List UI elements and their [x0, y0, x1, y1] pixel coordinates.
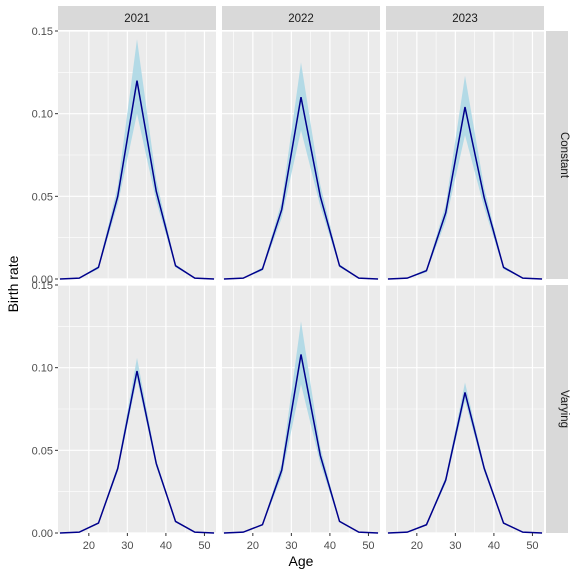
birth-rate-line — [387, 106, 543, 280]
x-tick-label: 30 — [449, 540, 461, 552]
x-axis-title: Age — [289, 553, 314, 569]
x-tick-label: 50 — [198, 540, 210, 552]
birth-rate-line — [59, 370, 215, 534]
x-tick-label: 30 — [121, 540, 133, 552]
row-strip-label: Constant — [558, 132, 570, 179]
row-strip — [546, 31, 568, 279]
x-tick-label: 30 — [285, 540, 297, 552]
column-strip-label: 2021 — [124, 13, 150, 25]
y-tick-label: 0.05 — [32, 191, 53, 203]
y-tick-label: 0.05 — [32, 445, 53, 457]
birth-rate-line — [223, 354, 379, 534]
column-strip — [222, 6, 380, 30]
x-tick-label: 40 — [160, 540, 172, 552]
y-tick-label: 0.00 — [32, 274, 53, 286]
column-strip-label: 2022 — [288, 13, 314, 25]
birth-rate-line — [387, 392, 543, 534]
y-tick-label: 0.10 — [32, 109, 53, 121]
x-tick-label: 20 — [411, 540, 423, 552]
column-strip — [386, 6, 544, 30]
y-tick-label: 0.00 — [32, 528, 53, 540]
x-tick-label: 40 — [324, 540, 336, 552]
column-strip — [58, 6, 216, 30]
row-strip-label: Varying — [558, 390, 570, 428]
y-tick-label: 0.15 — [32, 26, 53, 38]
x-tick-label: 50 — [526, 540, 538, 552]
y-axis-title: Birth rate — [5, 255, 21, 312]
uncertainty-band — [223, 62, 379, 279]
y-tick-label: 0.15 — [32, 280, 53, 292]
uncertainty-band — [223, 321, 379, 533]
x-tick-label: 20 — [247, 540, 259, 552]
x-tick-label: 50 — [362, 540, 374, 552]
x-tick-label: 20 — [83, 540, 95, 552]
y-tick-label: 0.10 — [32, 363, 53, 375]
row-strip — [546, 285, 568, 533]
birth-rate-line — [223, 96, 379, 280]
column-strip-label: 2023 — [452, 13, 478, 25]
uncertainty-band — [59, 39, 215, 279]
x-tick-label: 40 — [488, 540, 500, 552]
birth-rate-line — [59, 80, 215, 280]
uncertainty-band — [387, 75, 543, 279]
